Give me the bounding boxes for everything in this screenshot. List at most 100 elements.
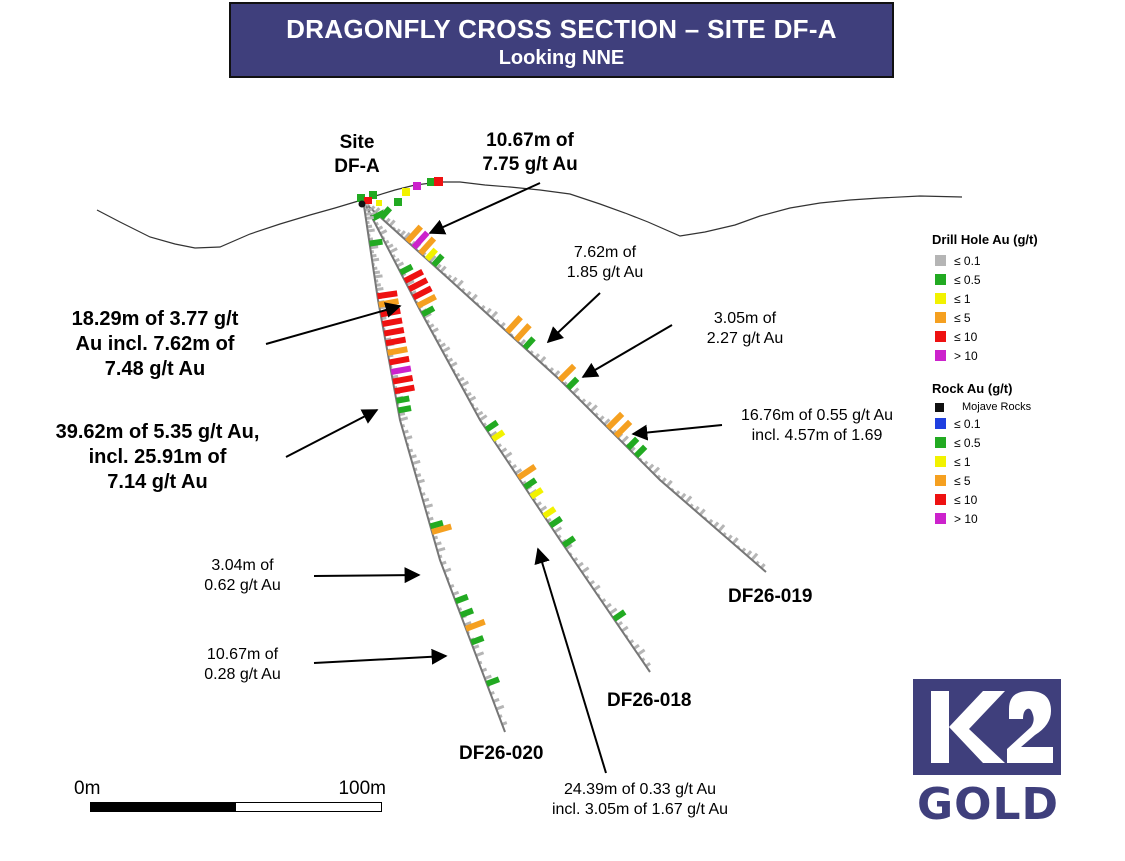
legend-label: ≤ 0.1: [954, 253, 981, 268]
assay-bar-low: [605, 602, 612, 609]
assay-bar-low: [424, 503, 433, 509]
site-label: Site DF-A: [325, 131, 389, 179]
assay-bar-low: [539, 505, 548, 512]
assay-bar: [504, 315, 523, 335]
assay-bar-low: [399, 230, 406, 237]
legend-label: > 10: [954, 511, 978, 526]
logo-graphic: [913, 679, 1061, 775]
intercept-label: 3.05m of 2.27 g/t Au: [706, 310, 784, 347]
assay-bar: [454, 593, 469, 605]
legend-swatch: [935, 331, 946, 342]
scale-bar: 0m 100m: [74, 778, 394, 812]
title-banner: DRAGONFLY CROSS SECTION – SITE DF-A Look…: [229, 2, 894, 78]
site-label-line: Site: [339, 132, 375, 153]
scale-end-label: 100m: [338, 778, 386, 799]
legend-item: ≤ 0.1: [932, 414, 1112, 433]
assay-bar: [464, 618, 486, 632]
assay-bar: [416, 293, 437, 309]
hole-label-df26-020: DF26-020: [459, 743, 544, 764]
assay-bar-low: [457, 376, 465, 383]
assay-bar: [388, 355, 410, 366]
legend-drill-items: ≤ 0.1 ≤ 0.5 ≤ 1 ≤ 5 ≤ 10 > 10: [932, 251, 1112, 365]
assay-bar: [612, 609, 627, 622]
rock-sample: [427, 178, 435, 186]
intercept-label: 24.39m of 0.33 g/t Au incl. 3.05m of 1.67…: [551, 781, 729, 818]
assay-bar: [523, 477, 538, 490]
legend-item: ≤ 0.5: [932, 433, 1112, 452]
assay-bar-low: [680, 492, 687, 500]
assay-bar-low: [572, 387, 580, 395]
assay-bar: [385, 336, 407, 347]
assay-bar-low: [698, 508, 706, 516]
assay-bar-low: [468, 395, 477, 402]
legend-label: ≤ 5: [954, 310, 971, 325]
assay-bar-low: [439, 265, 447, 273]
legend-swatch: [935, 350, 946, 361]
assay-bar: [392, 375, 414, 385]
legend-label: > 10: [954, 348, 978, 363]
legend-label: ≤ 1: [954, 454, 971, 469]
legend-swatch: [935, 293, 946, 304]
topography-line: [96, 181, 963, 249]
legend-label: Mojave Rocks: [962, 401, 1032, 413]
intercept-label: 10.67m of 0.28 g/t Au: [204, 646, 281, 683]
legend-swatch: [935, 456, 946, 467]
arrow-intercept-3: [581, 324, 673, 378]
assay-bar: [376, 290, 398, 300]
assay-bar: [399, 263, 414, 276]
hole-label-df26-018: DF26-018: [607, 690, 692, 711]
assay-bar-low: [593, 584, 601, 592]
arrow-intercept-4: [631, 424, 723, 441]
assay-bar: [625, 436, 640, 451]
legend-item: ≤ 5: [932, 308, 1112, 327]
assay-bar-low: [386, 243, 394, 249]
legend-item-mojave: Mojave Rocks: [932, 400, 1112, 414]
scale-start-label: 0m: [74, 778, 101, 799]
k2-gold-logo: GOLD: [913, 679, 1063, 830]
assay-bar-low: [490, 310, 499, 319]
assay-bar: [613, 419, 633, 439]
assay-bar: [484, 419, 499, 433]
assay-bar-low: [539, 356, 547, 364]
assay-bar: [522, 336, 536, 351]
legend-swatch: [935, 418, 946, 429]
drill-traces: [363, 203, 767, 733]
assay-bar-low: [603, 418, 611, 426]
assay-bar-low: [492, 697, 500, 703]
legend-item: ≤ 10: [932, 490, 1112, 509]
assay-bar: [470, 635, 485, 646]
assay-bar-low: [713, 521, 720, 529]
assay-bar: [633, 444, 648, 459]
assay-bar: [565, 376, 580, 391]
hole-label-df26-019: DF26-019: [728, 586, 813, 607]
assay-bar-low: [470, 293, 478, 302]
assay-bar-low: [585, 401, 592, 408]
assay-bar-low: [403, 231, 411, 240]
rock-sample: [402, 188, 410, 196]
scale-segment-black: [91, 803, 236, 811]
legend-swatch: [935, 494, 946, 505]
assay-bar-low: [389, 247, 398, 254]
assay-bar-low: [484, 674, 492, 680]
assay-bar-low: [412, 459, 421, 465]
assay-bar-low: [553, 526, 563, 534]
assay-bar-low: [428, 254, 437, 263]
subtitle: Looking NNE: [498, 47, 625, 69]
assay-bar-low: [621, 435, 629, 444]
assay-bar: [561, 535, 577, 548]
assay-bar-low: [609, 607, 618, 615]
assay-bar-low: [404, 435, 413, 441]
rock-sample: [394, 198, 402, 206]
assay-bar-low: [731, 537, 739, 545]
assay-bar-low: [374, 207, 381, 214]
legend-item: ≤ 1: [932, 289, 1112, 308]
legend-label: ≤ 10: [954, 329, 978, 344]
assay-bar-low: [371, 257, 380, 262]
assay-bar-low: [365, 215, 375, 221]
legend-rock-items: ≤ 0.1 ≤ 0.5 ≤ 1 ≤ 5 ≤ 10 > 10: [932, 414, 1112, 528]
arrow-intercept-5: [265, 302, 402, 345]
legend-item: > 10: [932, 346, 1112, 365]
legend-drill-title: Drill Hole Au (g/t): [932, 232, 1038, 247]
legend-label: ≤ 0.5: [954, 435, 981, 450]
